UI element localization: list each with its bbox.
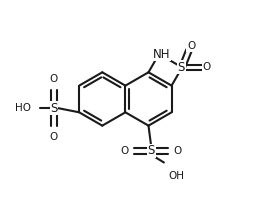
Text: O: O	[187, 41, 195, 51]
Text: O: O	[203, 62, 211, 72]
Text: O: O	[174, 146, 182, 156]
Text: O: O	[50, 74, 58, 84]
Text: HO: HO	[15, 103, 31, 113]
Text: O: O	[121, 146, 129, 156]
Text: S: S	[50, 102, 58, 115]
Text: NH: NH	[153, 48, 171, 61]
Text: O: O	[50, 132, 58, 142]
Text: S: S	[148, 144, 155, 157]
Text: S: S	[178, 61, 185, 74]
Text: OH: OH	[168, 171, 184, 181]
